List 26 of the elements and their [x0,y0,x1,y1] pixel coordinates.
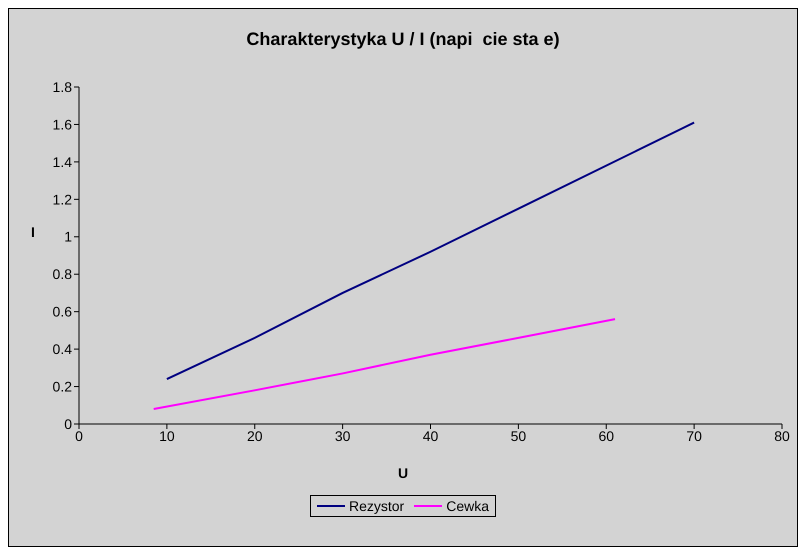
x-tick-label: 40 [422,428,438,444]
line-series [152,318,616,410]
y-axis-title: I [31,224,35,240]
x-tick-label: 60 [598,428,614,444]
y-tick-label: 0.2 [52,378,72,395]
x-tick-label: 70 [686,428,702,444]
y-tick-label: 0.6 [52,304,72,320]
x-axis-title: U [396,465,410,481]
y-tick-label: 1.2 [52,191,72,208]
y-tick-label: 1.4 [52,154,72,170]
chart-title: Charakterystyka U / I (napi cie sta e) [245,28,561,51]
y-tick-label: 0.4 [52,341,72,358]
line-series [166,122,696,380]
y-tick-label: 0.8 [52,266,72,282]
y-tick-label: 1.8 [52,78,72,95]
x-tick-label: 0 [75,428,84,444]
legend-label: Rezystor [348,498,404,514]
x-tick-label: 10 [159,428,175,444]
x-tick-label: 30 [334,428,351,444]
x-tick-label: 20 [246,428,263,444]
legend-label: Cewka [446,498,490,514]
y-tick-label: 0 [64,416,72,432]
y-tick-label: 1.6 [52,116,72,132]
x-tick-label: 80 [774,428,790,444]
x-tick-label: 50 [510,428,526,444]
y-tick-label: 1 [64,228,72,245]
